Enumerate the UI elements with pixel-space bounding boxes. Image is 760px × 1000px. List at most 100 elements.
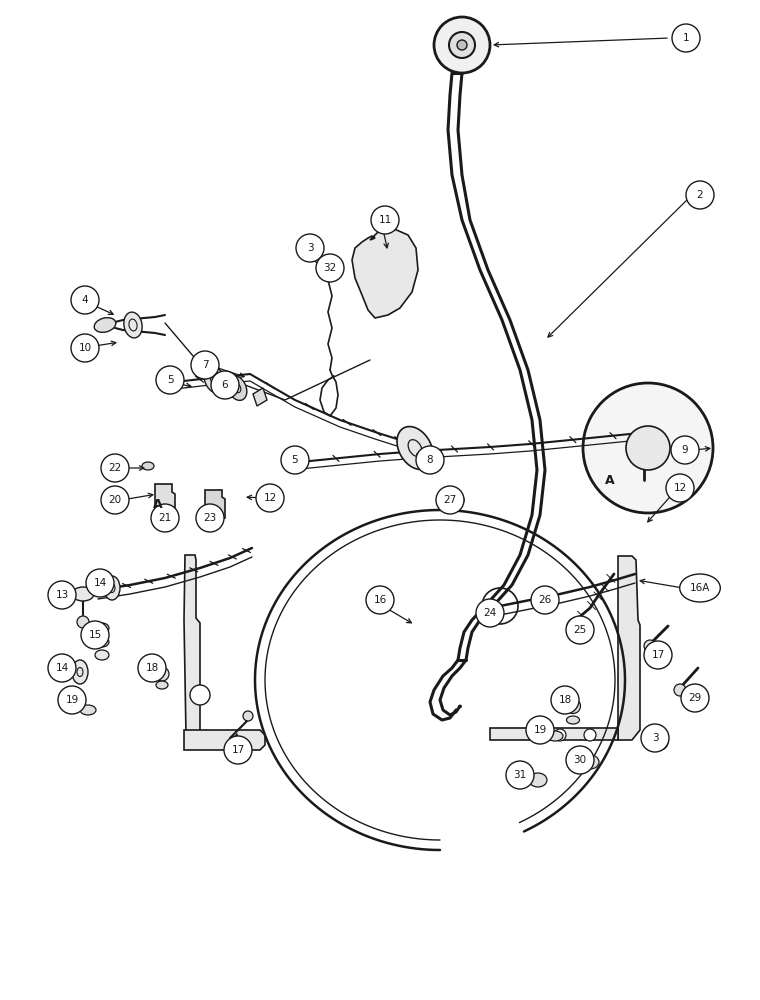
Polygon shape <box>490 728 618 740</box>
Text: 12: 12 <box>264 493 277 503</box>
Circle shape <box>316 254 344 282</box>
Ellipse shape <box>204 367 226 393</box>
Polygon shape <box>253 388 267 406</box>
Text: 18: 18 <box>559 695 572 705</box>
Circle shape <box>101 454 129 482</box>
Ellipse shape <box>539 588 557 612</box>
Circle shape <box>457 40 467 50</box>
Circle shape <box>681 684 709 712</box>
Polygon shape <box>205 490 225 518</box>
Text: 10: 10 <box>78 343 91 353</box>
Ellipse shape <box>644 640 656 652</box>
Text: 26: 26 <box>538 595 552 605</box>
Ellipse shape <box>124 312 142 338</box>
Ellipse shape <box>547 731 563 741</box>
Text: 20: 20 <box>109 495 122 505</box>
Circle shape <box>449 32 475 58</box>
Text: 32: 32 <box>323 263 337 273</box>
Circle shape <box>526 716 554 744</box>
Text: 31: 31 <box>513 770 527 780</box>
Circle shape <box>190 685 210 705</box>
Circle shape <box>58 686 86 714</box>
Circle shape <box>48 654 76 682</box>
Ellipse shape <box>72 660 88 684</box>
Circle shape <box>644 641 672 669</box>
Circle shape <box>686 181 714 209</box>
Ellipse shape <box>679 574 720 602</box>
Text: 21: 21 <box>158 513 172 523</box>
Ellipse shape <box>529 773 547 787</box>
Circle shape <box>436 486 464 514</box>
Circle shape <box>371 206 399 234</box>
Ellipse shape <box>95 623 109 633</box>
Circle shape <box>296 234 324 262</box>
Ellipse shape <box>567 618 579 630</box>
Circle shape <box>191 351 219 379</box>
Circle shape <box>641 724 669 752</box>
Text: 18: 18 <box>145 663 159 673</box>
Text: 13: 13 <box>55 590 68 600</box>
Circle shape <box>671 436 699 464</box>
Text: 22: 22 <box>109 463 122 473</box>
Text: 17: 17 <box>651 650 665 660</box>
Ellipse shape <box>156 681 168 689</box>
Circle shape <box>672 24 700 52</box>
Text: 19: 19 <box>65 695 78 705</box>
Ellipse shape <box>155 667 169 681</box>
Circle shape <box>531 586 559 614</box>
Polygon shape <box>155 484 175 515</box>
Circle shape <box>281 446 309 474</box>
Polygon shape <box>184 730 265 750</box>
Ellipse shape <box>72 587 94 601</box>
Polygon shape <box>618 556 640 740</box>
Circle shape <box>554 729 566 741</box>
Circle shape <box>71 286 99 314</box>
Text: 29: 29 <box>689 693 701 703</box>
Circle shape <box>71 334 99 362</box>
Text: 2: 2 <box>697 190 703 200</box>
Circle shape <box>366 586 394 614</box>
Circle shape <box>156 366 184 394</box>
Text: 17: 17 <box>231 745 245 755</box>
Circle shape <box>77 616 89 628</box>
Circle shape <box>626 426 670 470</box>
Circle shape <box>224 736 252 764</box>
Circle shape <box>101 486 129 514</box>
Circle shape <box>86 569 114 597</box>
Ellipse shape <box>566 716 579 724</box>
Circle shape <box>506 761 534 789</box>
Circle shape <box>476 599 504 627</box>
Text: 5: 5 <box>292 455 299 465</box>
Text: 5: 5 <box>166 375 173 385</box>
Ellipse shape <box>142 462 154 470</box>
Ellipse shape <box>565 698 581 714</box>
Text: 7: 7 <box>201 360 208 370</box>
Text: A: A <box>154 498 163 512</box>
Text: 3: 3 <box>651 733 658 743</box>
Circle shape <box>566 746 594 774</box>
Circle shape <box>151 504 179 532</box>
Circle shape <box>416 446 444 474</box>
Ellipse shape <box>446 493 464 507</box>
Circle shape <box>211 371 239 399</box>
Text: 30: 30 <box>574 755 587 765</box>
Ellipse shape <box>95 637 109 647</box>
Ellipse shape <box>227 376 247 400</box>
Circle shape <box>652 734 668 750</box>
Text: 24: 24 <box>483 608 496 618</box>
Text: 19: 19 <box>534 725 546 735</box>
Ellipse shape <box>94 318 116 332</box>
Text: 6: 6 <box>222 380 228 390</box>
Ellipse shape <box>397 427 433 469</box>
Ellipse shape <box>674 684 686 696</box>
Polygon shape <box>352 228 418 318</box>
Circle shape <box>256 484 284 512</box>
Text: 8: 8 <box>426 455 433 465</box>
Ellipse shape <box>581 755 599 769</box>
Ellipse shape <box>243 711 253 721</box>
Circle shape <box>138 654 166 682</box>
Circle shape <box>566 616 594 644</box>
Circle shape <box>551 686 579 714</box>
Text: 15: 15 <box>88 630 102 640</box>
Text: 16: 16 <box>373 595 387 605</box>
